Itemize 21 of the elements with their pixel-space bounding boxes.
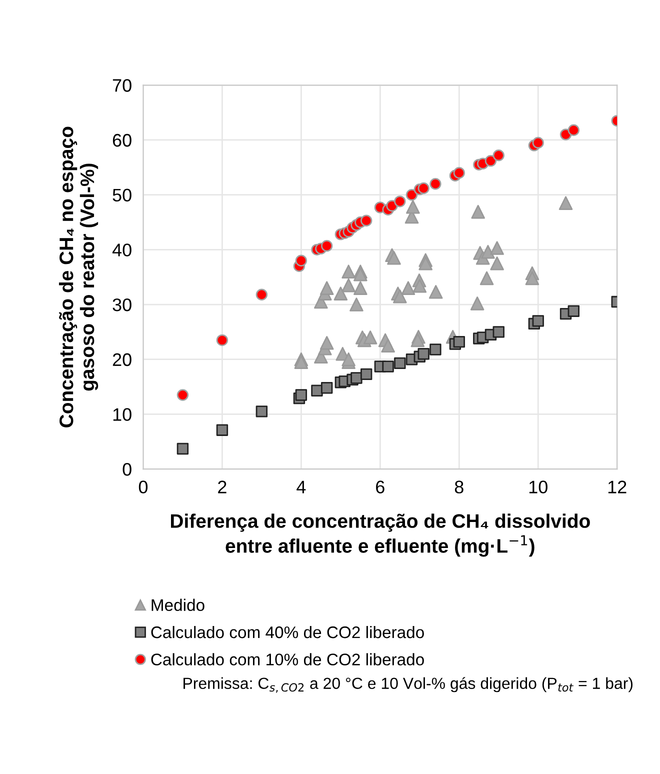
y-tick-label: 60 [112, 134, 132, 147]
x-tick-label: 4 [296, 480, 306, 494]
x-axis-title: Diferença de concentração de CH₄ dissolvido entre afluente e efluente (mg·L$^{−1}$) [170, 514, 590, 557]
text: Premissa: C$_{s,CO2}$ a 20 °C e 10 Vol-% gás digerido (P$_{tot}$ = 1 bar) [184, 677, 633, 693]
x-tick-label: 12 [608, 480, 626, 494]
y-tick-label: 70 [112, 79, 132, 92]
x-tick-label: 0 [138, 480, 148, 494]
y-tick-label: 10 [113, 408, 132, 421]
x-tick-label: 6 [376, 480, 384, 494]
x-tick-label: 2 [218, 480, 226, 494]
y-tick-label: 20 [112, 353, 132, 366]
x-tick-label: 8 [454, 480, 464, 494]
y-tick-label: 0 [122, 462, 132, 476]
legend-label: Medido [152, 598, 204, 612]
y-tick-label: 50 [112, 188, 132, 202]
y-tick-label: 40 [112, 244, 132, 256]
y-tick-label: 30 [112, 298, 132, 312]
y-axis-title: Concentração de CH₄ no espaço gasoso do reator (Vol-%) [58, 126, 98, 428]
legend-label: Calculado com 40% de CO2 liberado [151, 626, 424, 638]
x-tick-label: 10 [529, 480, 548, 494]
legend-label: Calculado com 10% de CO2 liberado [151, 653, 424, 666]
